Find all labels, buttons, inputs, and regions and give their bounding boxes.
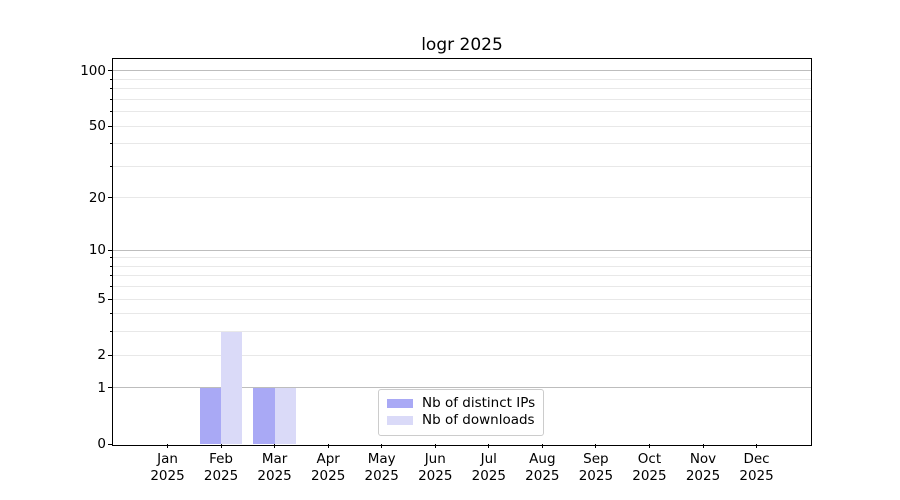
x-tick-year-nov: 2025	[685, 467, 721, 484]
x-tick-label-apr: Apr 2025	[286, 451, 370, 484]
y-minor-tick-40	[110, 143, 112, 145]
y-tick-label-10: 10	[88, 242, 106, 259]
y-tick-20	[108, 197, 112, 199]
y-minor-tick-4	[110, 313, 112, 315]
gridline-y-3	[113, 331, 811, 333]
gridline-y-60	[113, 111, 811, 113]
bar-distinct-ips-mar	[253, 387, 275, 444]
gridline-y-4	[113, 313, 811, 315]
bar-downloads-feb	[221, 331, 243, 444]
y-tick-label-1: 1	[97, 379, 106, 396]
y-tick-label-0: 0	[97, 436, 106, 452]
x-tick-year-oct: 2025	[632, 467, 667, 484]
gridline-y-5	[113, 298, 811, 300]
x-tick-mar	[274, 444, 276, 448]
plot-area: 0 1 2 5 10 20 50 100 Jan 2025 Feb 2025 Mar 2025 Apr 202…	[80, 59, 811, 484]
y-minor-tick-9	[110, 257, 112, 259]
x-tick-year-jul: 2025	[471, 467, 506, 484]
x-tick-feb	[220, 444, 222, 448]
gridline-y-100	[113, 70, 811, 72]
x-tick-label-sep: Sep 2025	[554, 451, 638, 484]
x-tick-year-jan: 2025	[150, 467, 185, 484]
legend-swatch-downloads	[387, 416, 413, 425]
y-minor-tick-80	[110, 88, 112, 90]
y-tick-label-5: 5	[97, 291, 106, 308]
x-tick-label-may: May 2025	[340, 451, 424, 484]
x-tick-sep	[595, 444, 597, 448]
x-tick-year-sep: 2025	[578, 467, 614, 484]
legend-label-distinct-ips: Nb of distinct IPs	[422, 395, 536, 411]
gridline-y-1	[113, 387, 811, 389]
x-tick-may	[381, 444, 383, 448]
x-tick-jun	[434, 444, 436, 448]
chart-title: logr 2025	[421, 35, 503, 55]
legend: Nb of distinct IPs Nb of downloads	[378, 389, 544, 436]
y-tick-label-2: 2	[97, 347, 106, 364]
x-tick-aug	[541, 444, 543, 448]
y-tick-label-50: 50	[88, 118, 106, 135]
x-tick-label-jul: Jul 2025	[447, 451, 531, 484]
gridline-y-70	[113, 98, 811, 100]
legend-item-distinct-ips: Nb of distinct IPs	[387, 395, 535, 412]
gridline-y-80	[113, 88, 811, 90]
gridline-y-6	[113, 286, 811, 288]
x-tick-dec	[756, 444, 758, 448]
y-minor-tick-7	[110, 275, 112, 277]
gridline-y-30	[113, 165, 811, 167]
x-tick-year-may: 2025	[364, 467, 399, 484]
x-tick-apr	[327, 444, 329, 448]
y-minor-tick-30	[110, 165, 112, 167]
y-tick-100	[108, 70, 112, 72]
x-tick-label-nov: Nov 2025	[661, 451, 745, 484]
x-tick-oct	[648, 444, 650, 448]
y-tick-5	[108, 298, 112, 300]
x-tick-label-jan: Jan 2025	[126, 451, 210, 484]
gridline-y-40	[113, 143, 811, 145]
bar-distinct-ips-feb	[199, 387, 222, 444]
gridline-y-9	[113, 257, 811, 259]
y-minor-tick-6	[110, 286, 112, 288]
y-tick-1	[108, 387, 112, 389]
gridline-y-10	[113, 249, 811, 251]
y-minor-tick-60	[110, 111, 112, 113]
x-tick-label-feb: Feb 2025	[179, 451, 263, 484]
y-tick-label-100: 100	[80, 62, 106, 79]
y-tick-2	[108, 354, 112, 356]
gridline-y-50	[113, 125, 811, 127]
legend-label-downloads: Nb of downloads	[422, 412, 535, 428]
gridline-y-20	[113, 197, 811, 199]
x-tick-year-jun: 2025	[418, 467, 453, 484]
y-minor-tick-3	[110, 331, 112, 333]
gridline-y-2	[113, 354, 811, 356]
x-tick-jan	[167, 444, 168, 448]
x-tick-year-dec: 2025	[739, 467, 774, 484]
x-tick-label-oct: Oct 2025	[607, 451, 691, 484]
gridline-y-8	[113, 265, 811, 267]
bar-downloads-mar	[274, 387, 296, 444]
y-tick-10	[108, 249, 112, 251]
x-tick-year-feb: 2025	[203, 467, 239, 484]
x-tick-label-aug: Aug 2025	[500, 451, 584, 484]
y-minor-tick-8	[110, 265, 112, 267]
legend-item-downloads: Nb of downloads	[387, 412, 535, 429]
y-tick-0	[108, 443, 112, 445]
y-tick-50	[108, 125, 112, 127]
gridline-y-7	[113, 275, 811, 277]
y-minor-tick-90	[110, 78, 112, 80]
y-minor-tick-70	[110, 98, 112, 100]
x-tick-nov	[702, 444, 704, 448]
x-tick-label-mar: Mar 2025	[233, 451, 317, 484]
legend-swatch-distinct-ips	[387, 399, 413, 408]
gridline-y-90	[113, 78, 811, 80]
x-tick-year-apr: 2025	[310, 467, 346, 484]
x-tick-label-dec: Dec 2025	[715, 451, 799, 484]
x-tick-year-mar: 2025	[257, 467, 292, 484]
x-tick-label-jun: Jun 2025	[393, 451, 477, 484]
x-tick-year-aug: 2025	[525, 467, 560, 484]
x-tick-jul	[488, 444, 490, 448]
y-tick-label-20: 20	[88, 189, 106, 206]
